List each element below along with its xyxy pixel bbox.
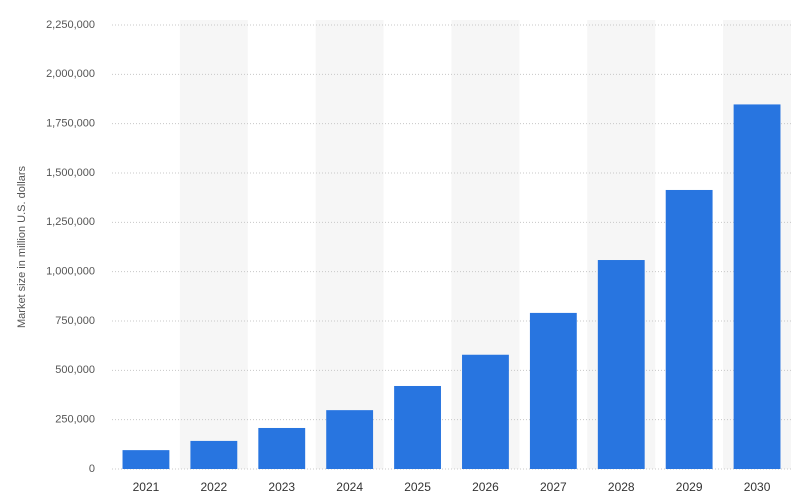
bar: [462, 354, 509, 469]
y-axis-label: Market size in million U.S. dollars: [16, 166, 28, 328]
x-tick-label: 2030: [744, 480, 771, 494]
y-tick-label: 1,250,000: [46, 216, 95, 228]
y-tick-label: 1,000,000: [46, 266, 95, 278]
bar: [122, 450, 170, 469]
bar: [665, 189, 713, 469]
x-tick-label: 2023: [268, 480, 295, 494]
y-tick-label: 750,000: [55, 315, 95, 327]
bar: [326, 410, 374, 469]
x-tick-label: 2029: [676, 480, 703, 494]
y-tick-label: 2,250,000: [46, 19, 95, 31]
x-tick-label: 2028: [608, 480, 635, 494]
y-tick-label: 0: [89, 463, 95, 475]
bar: [529, 312, 577, 469]
y-tick-label: 1,750,000: [46, 118, 95, 130]
column-band: [315, 20, 384, 469]
x-tick-label: 2024: [336, 480, 363, 494]
x-tick-label: 2022: [200, 480, 227, 494]
bar: [190, 440, 238, 469]
x-tick-label: 2025: [404, 480, 431, 494]
bar: [394, 385, 441, 469]
bar: [258, 427, 306, 469]
bar: [597, 260, 645, 469]
y-tick-label: 250,000: [55, 414, 95, 426]
y-tick-label: 500,000: [55, 364, 95, 376]
y-tick-label: 1,500,000: [46, 167, 95, 179]
x-tick-label: 2026: [472, 480, 499, 494]
y-tick-label: 2,000,000: [46, 68, 95, 80]
x-tick-label: 2027: [540, 480, 567, 494]
x-tick-label: 2021: [133, 480, 160, 494]
bar: [733, 104, 781, 469]
column-band: [179, 20, 248, 469]
